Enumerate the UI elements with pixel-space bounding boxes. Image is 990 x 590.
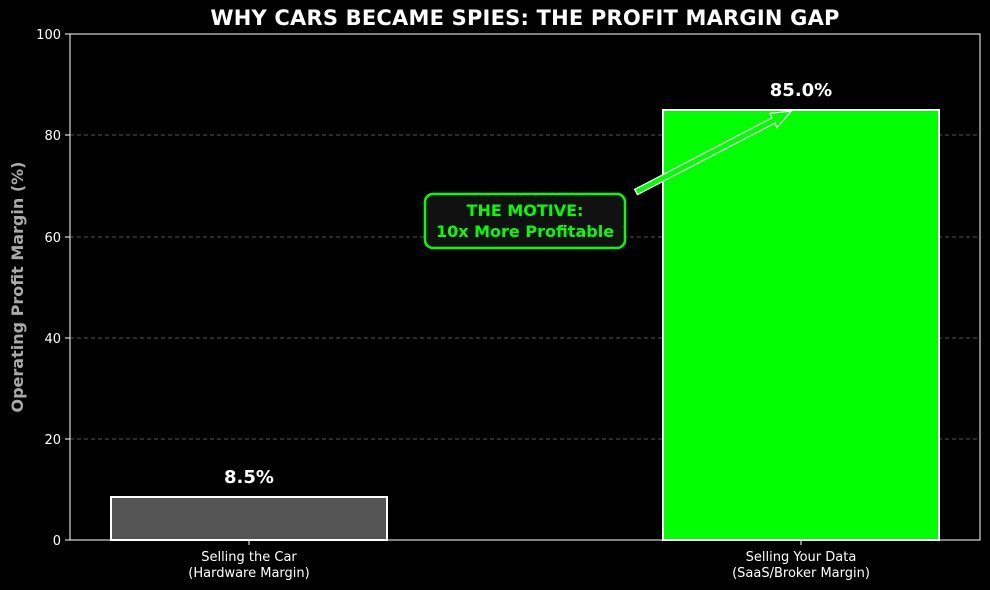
category-label-data: Selling Your Data: [746, 550, 857, 565]
annotation-arrow-icon: [633, 110, 793, 196]
value-label-data: 85.0%: [770, 80, 832, 101]
annotation-box: [423, 192, 627, 250]
annotation-line1: THE MOTIVE:: [467, 201, 584, 220]
y-tick-label: 0: [53, 534, 61, 549]
category-label-car: Selling the Car: [201, 550, 297, 565]
value-label-car: 8.5%: [224, 467, 274, 488]
plot-frame: [69, 33, 981, 541]
y-tick-label: 40: [44, 332, 61, 347]
y-tick-label: 20: [44, 433, 61, 448]
bar-selling-car: [110, 496, 388, 541]
y-tick-label: 80: [44, 129, 61, 144]
category-label-car-sub: (Hardware Margin): [188, 566, 309, 581]
y-ticks: [65, 33, 802, 545]
y-axis-label: Operating Profit Margin (%): [8, 162, 27, 413]
annotation-line2: 10x More Profitable: [436, 222, 614, 241]
category-label-data-sub: (SaaS/Broker Margin): [732, 566, 870, 581]
y-tick-label: 60: [44, 231, 61, 246]
chart-title: WHY CARS BECAME SPIES: THE PROFIT MARGIN…: [210, 6, 840, 30]
bar-selling-data: [662, 109, 940, 541]
y-tick-label: 100: [36, 28, 61, 43]
